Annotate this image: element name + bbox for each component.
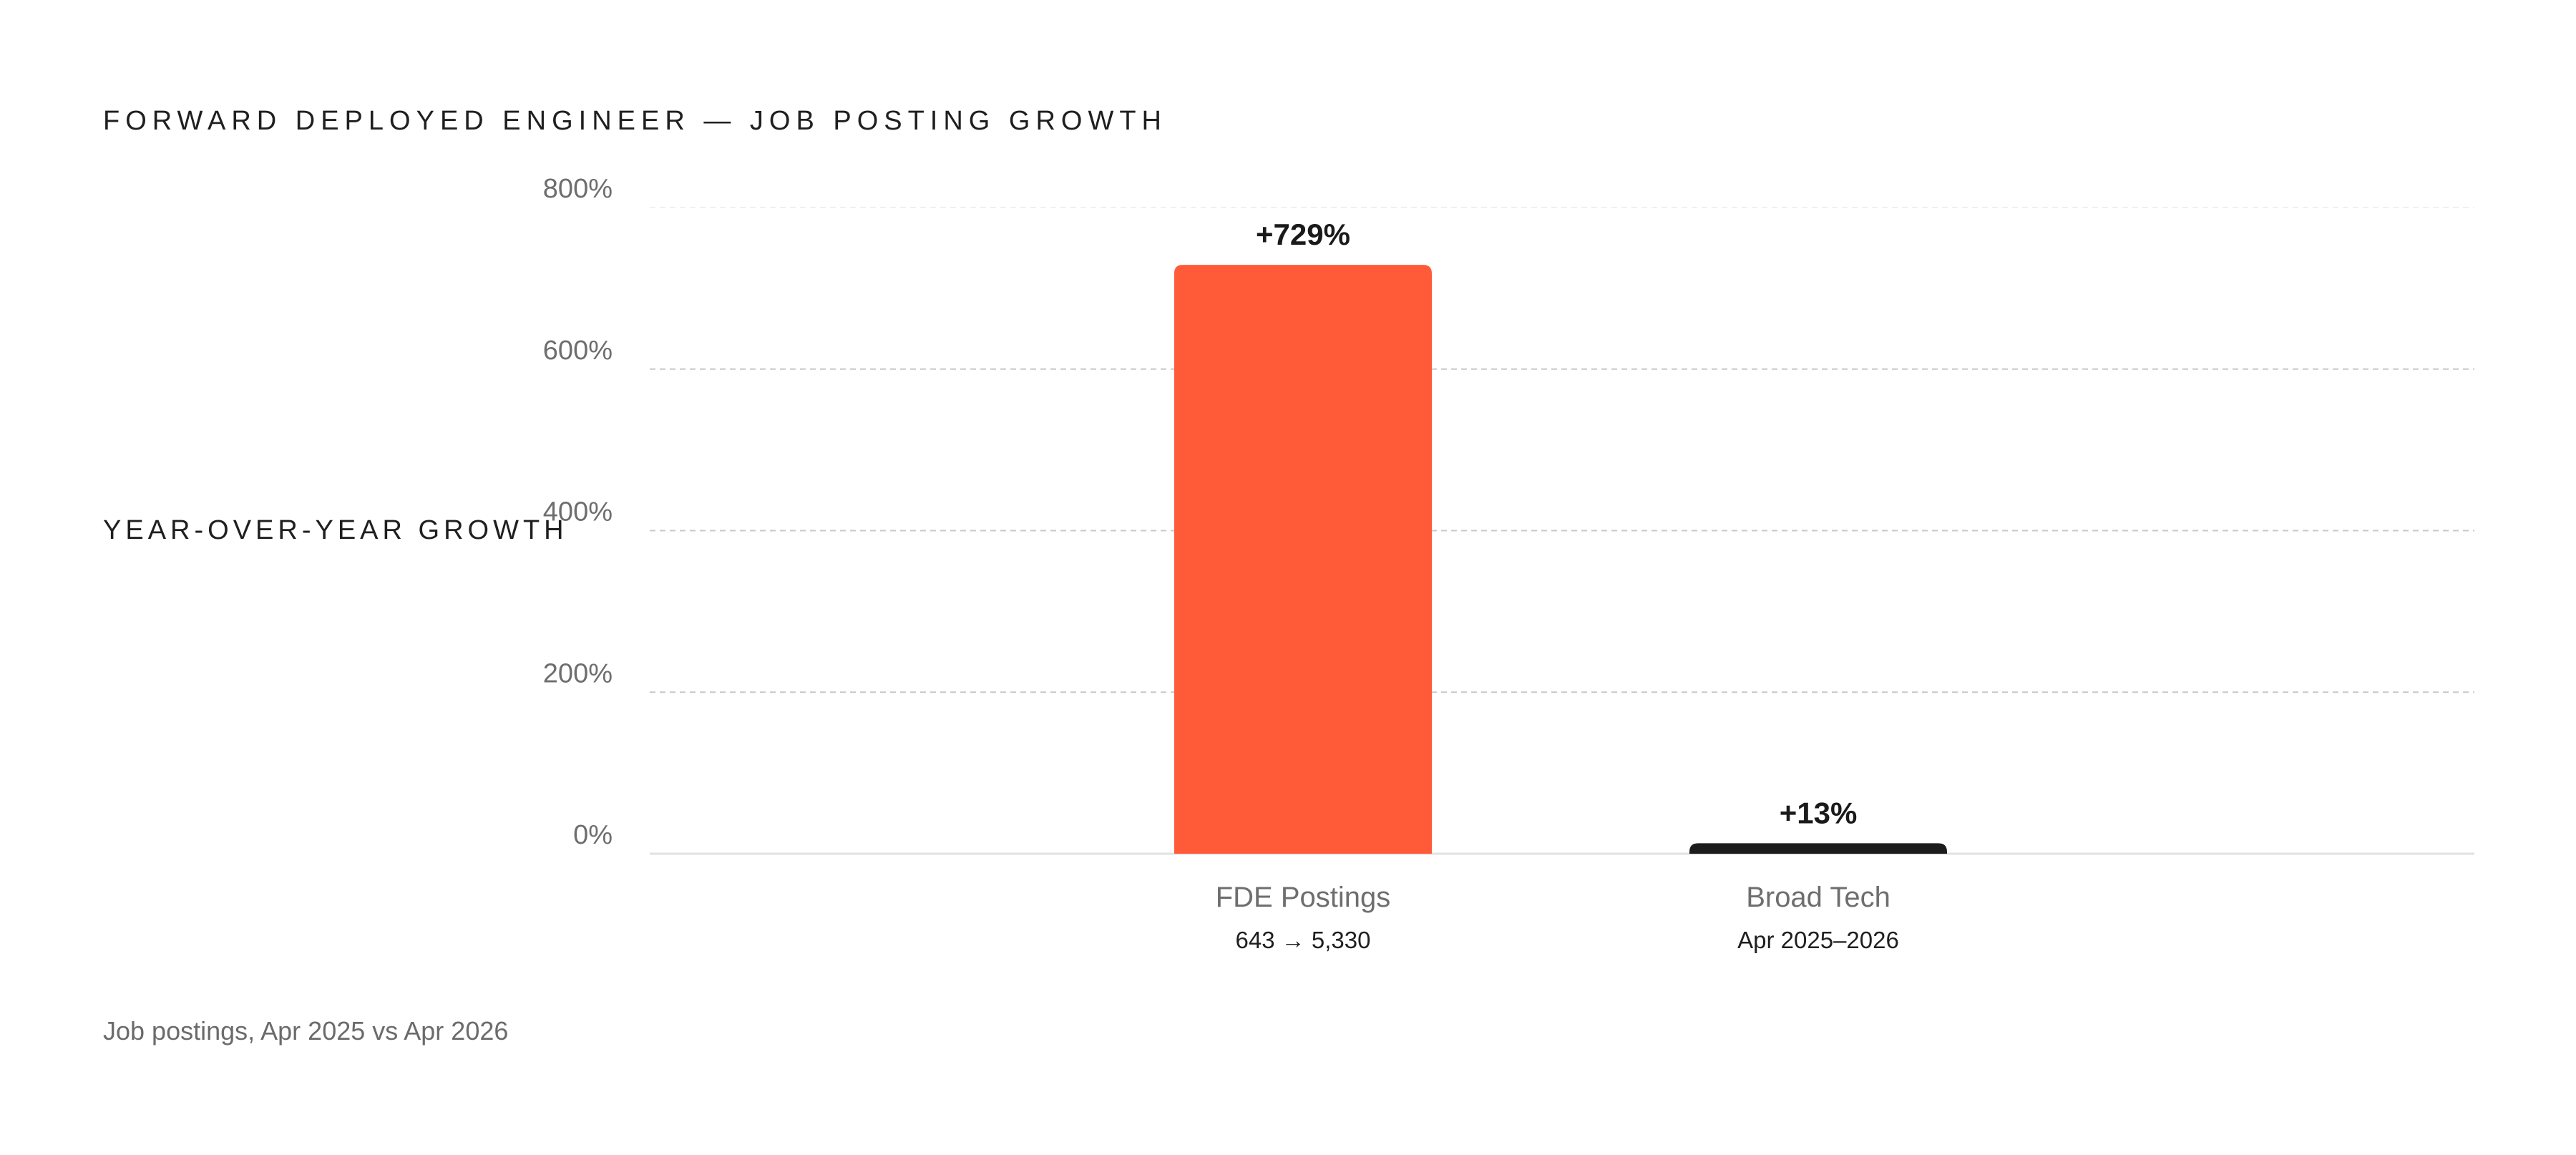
- y-tick-label: 400%: [543, 497, 613, 527]
- gridlines: [650, 207, 2474, 855]
- y-tick-label: 200%: [543, 658, 613, 688]
- bar-value-label: +729%: [1256, 218, 1350, 251]
- x-tick-label: Broad Tech: [1746, 882, 1890, 913]
- y-tick-label: 600%: [543, 336, 613, 366]
- y-tick-label: 800%: [543, 174, 613, 204]
- bar-labels: +729% FDE Postings 643 → 5,330 +13% Broad Te…: [1216, 218, 1899, 953]
- bar-fde-postings: [1174, 265, 1432, 854]
- chart-title: FORWARD DEPLOYED ENGINEER — JOB POSTING …: [103, 106, 1167, 136]
- y-tick-labels: 0% 200% 400% 600% 800%: [543, 174, 613, 850]
- bars: [1174, 265, 1947, 854]
- y-tick-label: 0%: [573, 820, 613, 850]
- x-tick-sublabel: 643 → 5,330: [1236, 927, 1371, 953]
- y-axis-label: YEAR-OVER-YEAR GROWTH: [103, 515, 568, 545]
- x-tick-label: FDE Postings: [1216, 882, 1391, 913]
- bar-value-label: +13%: [1780, 796, 1858, 829]
- bar-broad-tech: [1689, 843, 1947, 854]
- chart-caption: Job postings, Apr 2025 vs Apr 2026: [103, 1016, 509, 1046]
- x-tick-sublabel: Apr 2025–2026: [1737, 927, 1899, 953]
